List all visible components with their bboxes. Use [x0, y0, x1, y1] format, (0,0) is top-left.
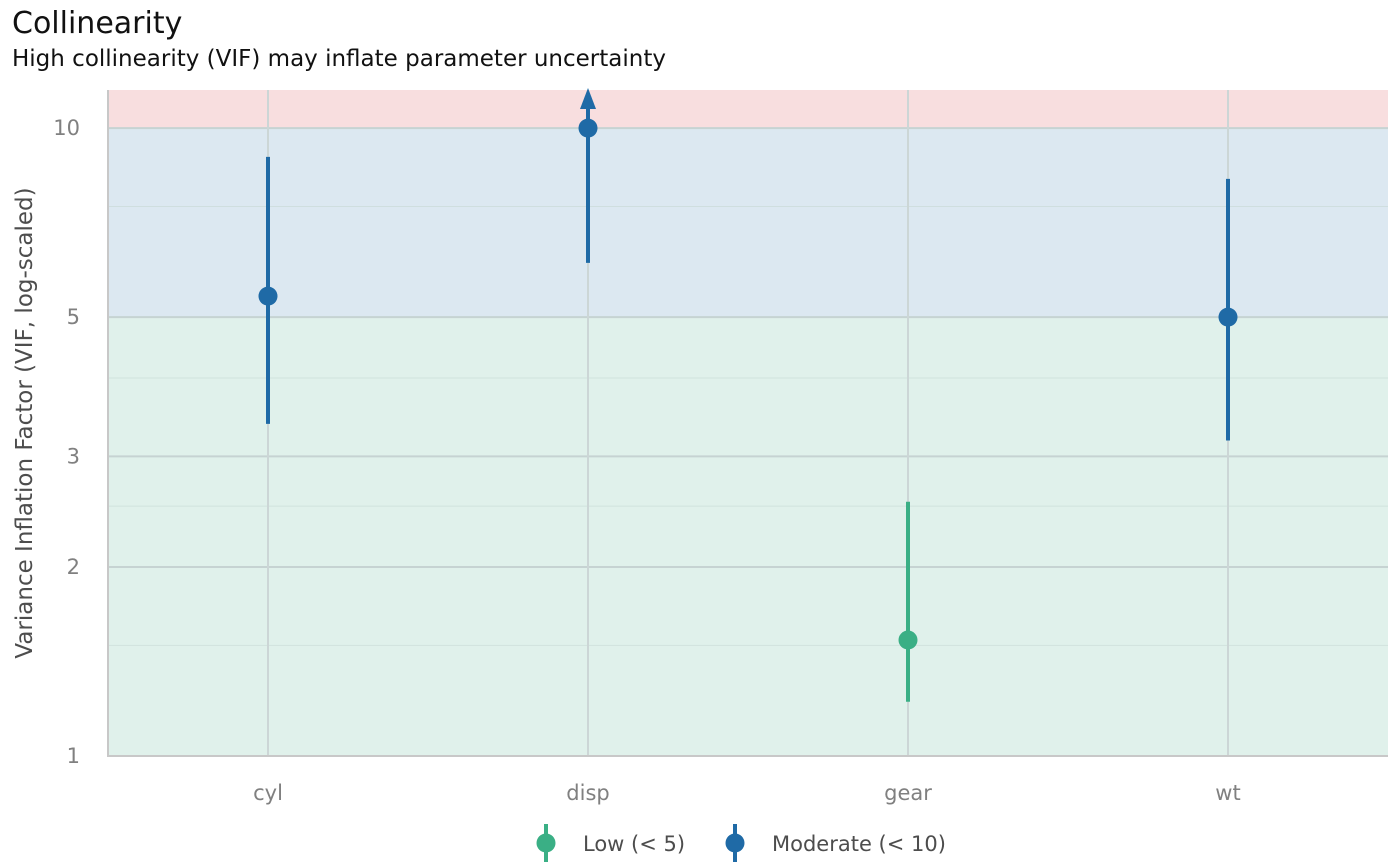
band-moderate — [108, 128, 1388, 318]
x-tick-label: gear — [884, 781, 932, 805]
y-tick-label: 1 — [67, 744, 80, 768]
legend-key-dot — [725, 833, 745, 853]
chart-title: Collinearity — [12, 6, 183, 41]
legend-key-dot — [536, 833, 556, 853]
y-tick-label: 2 — [67, 555, 80, 579]
band-low — [108, 317, 1388, 756]
point-gear — [898, 630, 918, 650]
point-wt — [1218, 307, 1238, 327]
band-high — [108, 90, 1388, 129]
legend-label: Low (< 5) — [583, 832, 685, 856]
x-tick-label: disp — [566, 781, 609, 805]
y-tick-label: 5 — [67, 305, 80, 329]
y-tick-label: 10 — [53, 116, 80, 140]
point-cyl — [258, 286, 278, 306]
point-disp — [578, 118, 598, 138]
chart-subtitle: High collinearity (VIF) may inflate para… — [12, 46, 666, 72]
y-tick-label: 3 — [67, 444, 80, 468]
y-axis-title: Variance Inflation Factor (VIF, log-scal… — [12, 187, 38, 658]
truncation-arrow-disp — [580, 88, 596, 109]
x-tick-label: wt — [1215, 781, 1240, 805]
x-tick-label: cyl — [253, 781, 283, 805]
legend-label: Moderate (< 10) — [772, 832, 946, 856]
